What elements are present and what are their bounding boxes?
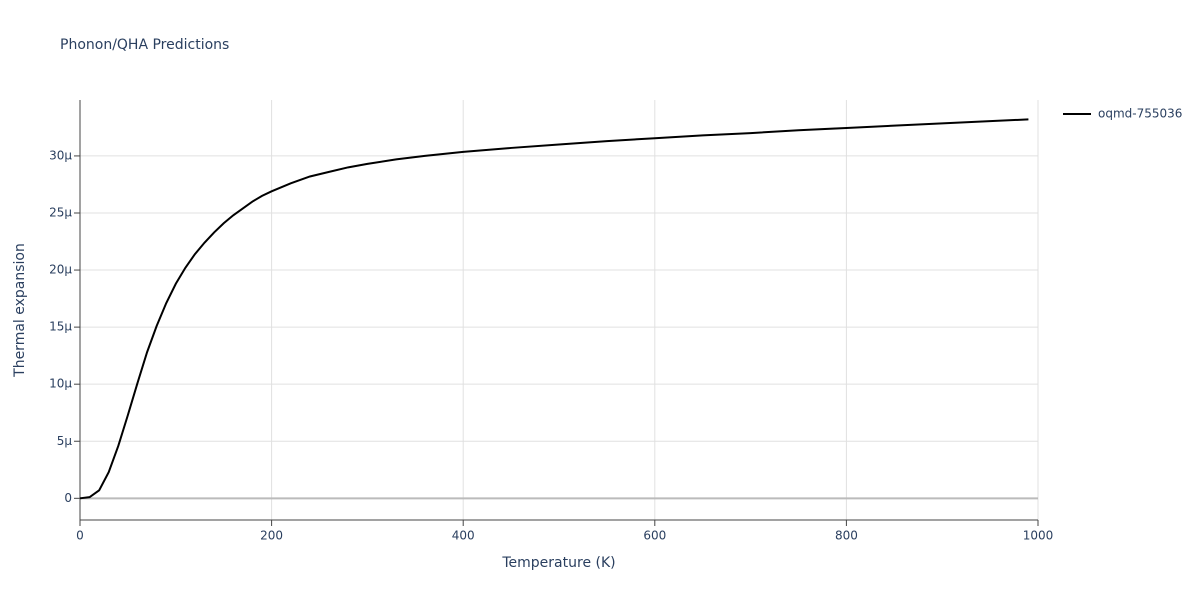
- y-tick-label: 20μ: [49, 263, 72, 277]
- x-tick-label: 400: [452, 529, 475, 543]
- series-line: [79, 118, 1029, 500]
- x-tick-label: 0: [76, 529, 84, 543]
- x-tick-label: 800: [835, 529, 858, 543]
- y-tick-label: 30μ: [49, 148, 72, 162]
- y-tick-label: 15μ: [49, 320, 72, 334]
- x-tick-label: 200: [260, 529, 283, 543]
- y-tick-label: 10μ: [49, 377, 72, 391]
- legend-label: oqmd-755036: [1098, 107, 1182, 121]
- x-tick-label: 1000: [1023, 529, 1054, 543]
- chart-title: Phonon/QHA Predictions: [60, 37, 229, 53]
- x-axis-title: Temperature (K): [501, 555, 615, 571]
- x-tick-label: 600: [643, 529, 666, 543]
- y-tick-label: 0: [64, 491, 72, 505]
- y-tick-label: 5μ: [57, 434, 73, 448]
- y-axis-title: Thermal expansion: [12, 243, 28, 378]
- y-tick-label: 25μ: [49, 205, 72, 219]
